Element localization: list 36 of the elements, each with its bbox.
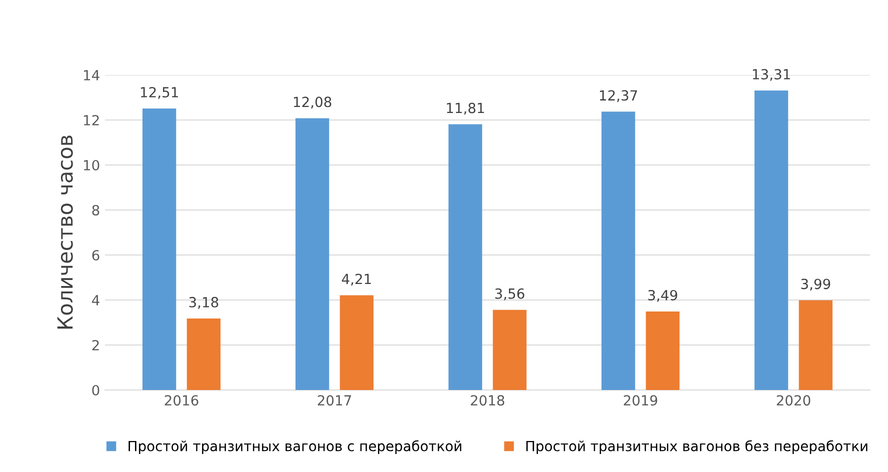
legend-label: Простой транзитных вагонов без переработки [526,440,868,454]
data-label: 12,51 [140,86,178,99]
data-label: 13,31 [752,68,790,81]
data-label: 4,21 [342,274,371,286]
bar [448,124,482,390]
y-tick-label: 0 [92,384,100,396]
x-tick-label: 2018 [470,395,504,406]
bar [340,295,374,390]
x-tick-label: 2016 [164,395,198,406]
y-tick-label: 14 [84,70,100,80]
y-axis-title: Количество часов [57,136,73,329]
data-label: 12,37 [600,90,638,102]
y-tick-label: 4 [92,295,100,306]
bar [601,112,636,390]
data-label: 12,08 [294,96,332,109]
data-label: 11,81 [446,102,484,115]
x-tick-label: 2020 [776,395,810,406]
bar [754,90,788,390]
data-label: 3,56 [495,288,524,300]
bar [186,318,221,390]
y-tick-label: 2 [92,340,99,350]
legend-label: Простой транзитных вагонов с переработкой [128,440,462,454]
bar [646,311,680,390]
data-label: 3,18 [189,296,218,309]
y-tick-label: 8 [92,204,100,216]
data-label: 3,49 [648,290,678,302]
y-tick-label: 10 [84,160,100,170]
x-tick-label: 2019 [624,395,658,406]
bar [142,108,176,390]
data-label: 3,99 [801,278,830,291]
x-tick-label: 2017 [318,395,351,406]
bar [492,310,527,390]
y-tick-label: 6 [92,250,100,260]
bar [798,300,833,390]
bar [295,118,330,390]
y-tick-label: 12 [84,114,99,126]
